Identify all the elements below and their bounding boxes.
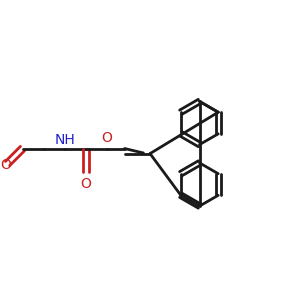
- Text: O: O: [1, 158, 11, 172]
- Text: O: O: [101, 131, 112, 145]
- Text: O: O: [80, 177, 91, 191]
- Text: NH: NH: [54, 133, 75, 147]
